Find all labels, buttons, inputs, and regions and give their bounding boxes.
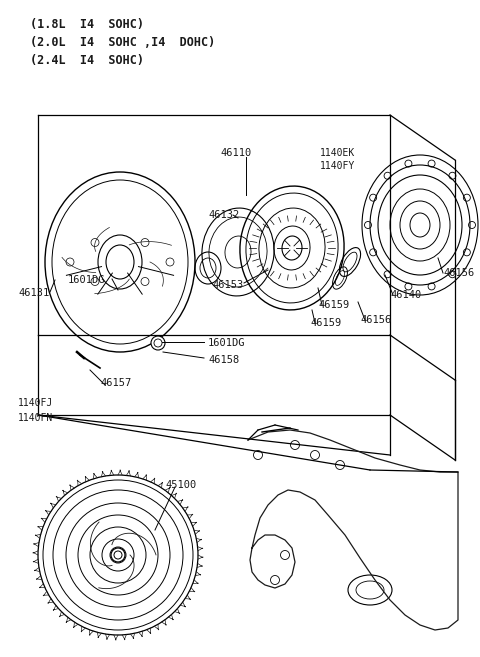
- Text: (2.4L  I4  SOHC): (2.4L I4 SOHC): [30, 54, 144, 67]
- Text: (1.8L  I4  SOHC): (1.8L I4 SOHC): [30, 18, 144, 31]
- Circle shape: [166, 258, 174, 266]
- Circle shape: [141, 238, 149, 246]
- Text: 46157: 46157: [100, 378, 131, 388]
- Text: 1601DG: 1601DG: [68, 275, 106, 285]
- Text: 46131: 46131: [18, 288, 49, 298]
- Text: 1140FN: 1140FN: [18, 413, 53, 423]
- Text: (2.0L  I4  SOHC ,I4  DOHC): (2.0L I4 SOHC ,I4 DOHC): [30, 36, 215, 49]
- Circle shape: [151, 336, 165, 350]
- Text: 46159: 46159: [310, 318, 341, 328]
- Text: 45100: 45100: [165, 480, 196, 490]
- Text: 46156: 46156: [360, 315, 391, 325]
- Text: 1601DG: 1601DG: [208, 338, 245, 348]
- Circle shape: [141, 277, 149, 286]
- Text: 46158: 46158: [208, 355, 239, 365]
- Text: 46132: 46132: [208, 210, 239, 220]
- Text: 46140: 46140: [390, 290, 421, 300]
- Circle shape: [66, 258, 74, 266]
- Text: 1140FJ: 1140FJ: [18, 398, 53, 408]
- Text: 46159: 46159: [318, 300, 349, 310]
- Text: 1140EK: 1140EK: [320, 148, 355, 158]
- Circle shape: [91, 238, 99, 246]
- Text: 1140FY: 1140FY: [320, 161, 355, 171]
- Text: 46110: 46110: [220, 148, 251, 158]
- Text: 46156: 46156: [443, 268, 474, 278]
- Text: 46153: 46153: [212, 280, 243, 290]
- Circle shape: [111, 548, 125, 562]
- Circle shape: [91, 277, 99, 286]
